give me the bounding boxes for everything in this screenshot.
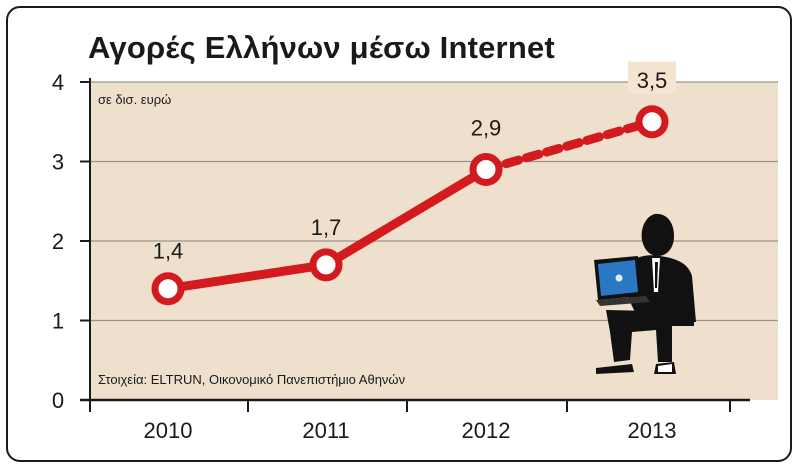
unit-note: σε δισ. ευρώ bbox=[98, 92, 171, 107]
x-tick-label: 2010 bbox=[144, 418, 193, 443]
series-line-projected bbox=[481, 117, 657, 174]
y-tick-label: 3 bbox=[52, 150, 64, 175]
data-point-2013 bbox=[635, 105, 669, 139]
data-label-highlight bbox=[628, 61, 676, 94]
data-labels: 1,4 1,7 2,9 3,5 bbox=[153, 61, 676, 264]
y-tick-label: 4 bbox=[52, 70, 64, 95]
x-tick-label: 2013 bbox=[628, 418, 677, 443]
data-label-2012: 2,9 bbox=[471, 115, 502, 140]
data-label-2010: 1,4 bbox=[153, 239, 184, 264]
man-with-laptop-icon bbox=[594, 213, 696, 374]
data-label-2013: 3,5 bbox=[637, 68, 668, 93]
x-tick-label: 2012 bbox=[462, 418, 511, 443]
data-point-2011 bbox=[309, 248, 343, 282]
y-tick-label: 2 bbox=[52, 229, 64, 254]
y-tick-label: 0 bbox=[52, 388, 64, 413]
data-label-2011: 1,7 bbox=[311, 215, 342, 240]
data-points bbox=[151, 105, 669, 306]
source-note: Στοιχεία: ELTRUN, Οικονομικό Πανεπιστήμι… bbox=[98, 372, 405, 387]
y-axis: 0 1 2 3 4 bbox=[52, 70, 91, 413]
chart-title: Αγορές Ελλήνων μέσω Internet bbox=[88, 30, 555, 65]
x-axis: 2010 2011 2012 2013 bbox=[80, 398, 750, 443]
x-tick-label: 2011 bbox=[302, 418, 349, 443]
data-point-2010 bbox=[151, 272, 185, 306]
data-point-2012 bbox=[469, 152, 503, 186]
y-tick-label: 1 bbox=[52, 309, 64, 334]
